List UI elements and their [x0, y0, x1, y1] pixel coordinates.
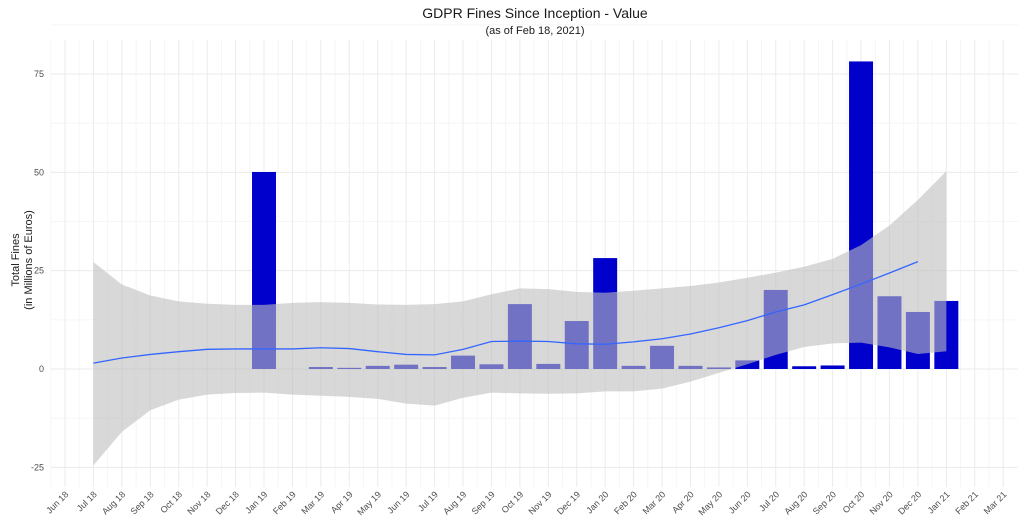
x-tick-label: Apr 20	[670, 489, 696, 515]
x-tick-label: May 20	[696, 489, 724, 517]
y-axis-ticks: -25 0 25 50 75	[31, 69, 44, 472]
x-tick-label: Oct 20	[841, 489, 867, 515]
x-tick-label: Mar 20	[641, 489, 668, 516]
x-tick-label: Dec 20	[896, 489, 923, 516]
confidence-band-layer	[93, 171, 947, 466]
x-tick-label: Dec 19	[555, 489, 582, 516]
x-tick-label: Nov 20	[868, 489, 895, 516]
x-tick-label: Nov 18	[185, 489, 212, 516]
y-axis-label: Total Fines (in Millions of Euros)	[10, 210, 35, 310]
x-tick-label: Oct 19	[499, 489, 525, 515]
bar	[735, 360, 760, 369]
x-tick-label: Jun 18	[44, 489, 70, 515]
x-tick-label: Aug 19	[441, 489, 468, 516]
x-tick-label: Sep 19	[470, 489, 497, 516]
trend-line	[93, 261, 919, 364]
y-tick-label: 75	[34, 69, 44, 79]
y-tick-label: 25	[34, 266, 44, 276]
confidence-band	[93, 171, 947, 466]
x-tick-label: Mar 21	[982, 489, 1009, 516]
bar	[820, 365, 845, 369]
x-axis-ticks: Jun 18 Jul 18 Aug 18 Sep 18 Oct 18 Nov 18 Dec …	[44, 489, 1008, 517]
x-tick-label: Apr 19	[329, 489, 355, 515]
x-tick-label: Dec 18	[214, 489, 241, 516]
bar	[792, 366, 817, 369]
y-axis-label-line1: Total Fines	[10, 233, 22, 287]
x-tick-label: Jun 20	[727, 489, 753, 515]
x-tick-label: Feb 20	[612, 489, 639, 516]
x-tick-label: Jul 19	[416, 489, 440, 513]
x-tick-label: Jul 18	[75, 489, 99, 513]
x-tick-label: Nov 19	[526, 489, 553, 516]
x-tick-label: Jan 20	[584, 489, 610, 515]
y-axis-label-line2: (in Millions of Euros)	[23, 210, 35, 310]
x-tick-label: May 19	[355, 489, 383, 517]
x-tick-label: Oct 18	[158, 489, 184, 515]
chart-title: GDPR Fines Since Inception - Value	[422, 5, 648, 21]
trend-line-layer	[93, 261, 919, 364]
x-tick-label: Jun 19	[385, 489, 411, 515]
x-tick-label: Sep 18	[128, 489, 155, 516]
x-tick-label: Mar 19	[299, 489, 326, 516]
y-tick-label: 50	[34, 167, 44, 177]
x-tick-label: Jan 19	[243, 489, 269, 515]
y-tick-label: -25	[31, 462, 44, 472]
x-tick-label: Jul 20	[757, 489, 781, 513]
x-tick-label: Jan 21	[926, 489, 952, 515]
y-tick-label: 0	[39, 364, 44, 374]
x-tick-label: Feb 21	[953, 489, 980, 516]
x-tick-label: Aug 18	[100, 489, 127, 516]
x-tick-label: Sep 20	[811, 489, 838, 516]
x-tick-label: Feb 19	[271, 489, 298, 516]
x-tick-label: Aug 20	[782, 489, 809, 516]
chart-subtitle: (as of Feb 18, 2021)	[485, 25, 584, 37]
